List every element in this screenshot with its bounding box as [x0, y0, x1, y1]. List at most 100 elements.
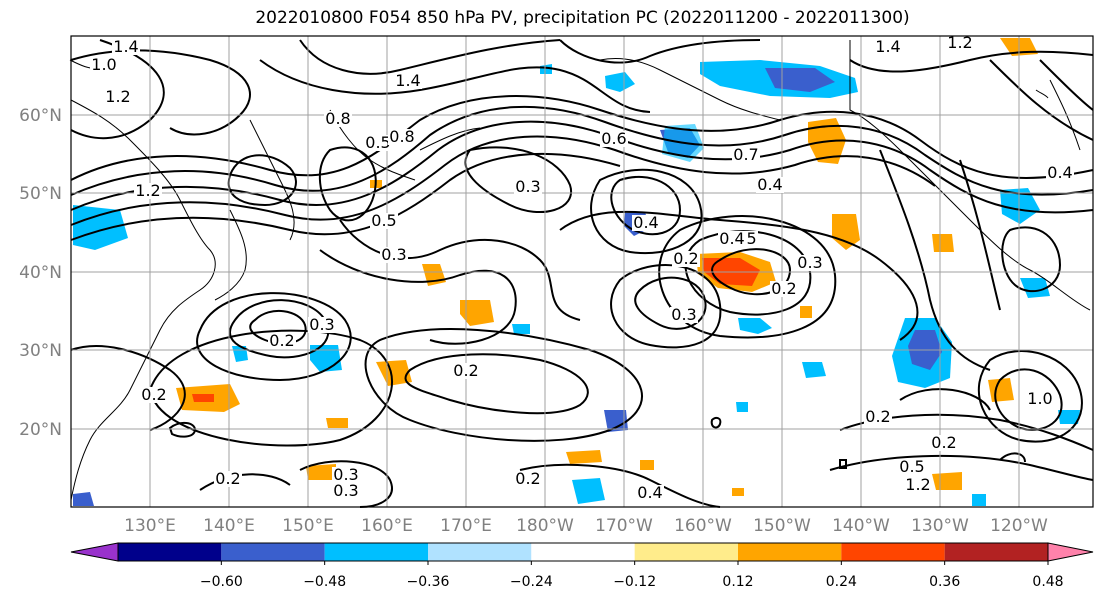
- contour-label: 0.5: [365, 133, 390, 152]
- contour-label: 0.3: [671, 305, 696, 324]
- longitude-label: 160°W: [674, 516, 732, 536]
- contour-label-bg: [670, 307, 698, 323]
- contour-label-bg: [672, 251, 700, 267]
- colorbar-segment: [221, 543, 325, 561]
- colorbar-extend-min: [70, 542, 119, 562]
- contour-label-bg: [452, 363, 480, 379]
- longitude-label: 130°W: [911, 516, 969, 536]
- contour-label: 0.3: [333, 481, 358, 500]
- contour-label: 0.2: [269, 331, 294, 350]
- contour-label-bg: [364, 135, 392, 151]
- contour-labels: 1.41.21.01.21.4 1.21.40.80.50.8 0.60.70.40…: [90, 33, 1074, 502]
- longitude-label: 160°E: [361, 516, 413, 536]
- contour-label-bg: [904, 477, 932, 493]
- contour-label: 1.2: [947, 33, 972, 52]
- contour-label: 0.4: [719, 229, 744, 248]
- contour-label: 1.4: [113, 37, 138, 56]
- longitude-label: 180°W: [516, 516, 574, 536]
- contour-label-bg: [930, 435, 958, 451]
- longitude-labels: 130°E 140°E 150°E 160°E 170°E 180°W 170°W 160°W…: [124, 516, 1048, 536]
- contour-label-bg: [718, 231, 746, 247]
- contour-label: 1.4: [875, 37, 900, 56]
- contour-label-bg: [874, 39, 902, 55]
- contour-label-bg: [514, 179, 542, 195]
- contour-label: 0.2: [141, 385, 166, 404]
- contour-label-bg: [1046, 165, 1074, 181]
- contour-label: 0.3: [515, 177, 540, 196]
- colorbar-segment: [944, 543, 1048, 561]
- contour-label: 0.2: [931, 433, 956, 452]
- contour-label-bg: [636, 485, 664, 501]
- contour-label-bg: [332, 467, 360, 483]
- contour-label-bg: [756, 177, 784, 193]
- contour-label-bg: [946, 35, 974, 51]
- contour-label-bg: [898, 459, 926, 475]
- contour-label-bg: [1026, 391, 1054, 407]
- contour-label: 0.4: [757, 175, 782, 194]
- longitude-label: 140°W: [832, 516, 890, 536]
- colorbar-extend-max: [1047, 542, 1094, 562]
- contour-label: 1.4: [395, 71, 420, 90]
- map-area: 1.41.21.01.21.4 1.21.40.80.50.8 0.60.70.40…: [69, 33, 1094, 508]
- contour-label-bg: [394, 73, 422, 89]
- contour-label-bg: [140, 387, 168, 403]
- colorbar-tick-label: −0.12: [613, 574, 656, 590]
- contour-label: 1.2: [135, 181, 160, 200]
- contour-label: 1.0: [1027, 389, 1052, 408]
- contour-label: 0.8: [389, 127, 414, 146]
- contour-label-bg: [214, 471, 242, 487]
- contour-label-bg: [104, 89, 132, 105]
- contour-label-bg: [732, 147, 760, 163]
- colorbar-tick-label: −0.24: [510, 574, 553, 590]
- contour-label-bg: [388, 129, 416, 145]
- contour-label: 1.0: [91, 55, 116, 74]
- latitude-label: 30°N: [19, 341, 62, 361]
- contour-label: 0.5: [899, 457, 924, 476]
- contour-label: 0.5: [371, 211, 396, 230]
- contour-label-bg: [134, 183, 162, 199]
- longitude-label: 150°E: [282, 516, 334, 536]
- longitude-label: 150°W: [753, 516, 811, 536]
- colorbar-segment: [738, 543, 842, 561]
- colorbar-tick-label: 0.36: [929, 574, 960, 590]
- map-title: 2022010800 F054 850 hPa PV, precipitatio…: [255, 8, 910, 28]
- longitude-label: 170°W: [595, 516, 653, 536]
- contour-label: 0.6: [601, 129, 626, 148]
- colorbar-segment: [531, 543, 635, 561]
- contour-label: 0.4: [637, 483, 662, 502]
- contour-label-bg: [514, 471, 542, 487]
- contour-label-bg: [112, 39, 140, 55]
- contour-label: 0.7: [733, 145, 758, 164]
- contour-label: 0.4: [1047, 163, 1072, 182]
- colorbar: −0.60 −0.48 −0.36 −0.24 −0.12 0.12 0.24 0.36 0.4…: [70, 542, 1094, 590]
- contour-label-bg: [600, 131, 628, 147]
- contour-label: 0.2: [771, 279, 796, 298]
- colorbar-tick-label: 0.12: [722, 574, 753, 590]
- colorbar-tick-label: −0.36: [407, 574, 450, 590]
- map-grid: [71, 36, 1093, 507]
- contour-label: 0.3: [309, 315, 334, 334]
- colorbar-segment: [841, 543, 945, 561]
- contour-label: 0.8: [325, 109, 350, 128]
- pv-contours: [70, 39, 1094, 508]
- contour-label-bg: [380, 247, 408, 263]
- latitude-label: 50°N: [19, 184, 62, 204]
- contour-label-bg: [90, 57, 118, 73]
- longitude-label: 120°W: [990, 516, 1048, 536]
- map-frame: [70, 35, 1094, 508]
- colorbar-tick-label: 0.48: [1032, 574, 1063, 590]
- longitude-label: 170°E: [440, 516, 492, 536]
- contour-label: 0.3: [797, 253, 822, 272]
- contour-label-bg: [268, 333, 296, 349]
- contour-label-bg: [332, 483, 360, 499]
- colorbar-tick-label: −0.60: [200, 574, 243, 590]
- longitude-label: 140°E: [203, 516, 255, 536]
- colorbar-segment: [118, 543, 222, 561]
- latitude-label: 40°N: [19, 263, 62, 283]
- latitude-label: 60°N: [19, 106, 62, 126]
- contour-label: 0.4: [633, 213, 658, 232]
- latitude-label: 20°N: [19, 420, 62, 440]
- contour-label-bg: [370, 213, 398, 229]
- colorbar-segment: [634, 543, 738, 561]
